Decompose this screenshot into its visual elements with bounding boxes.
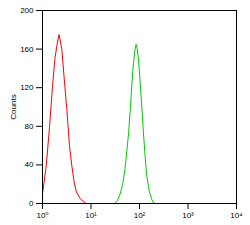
svg-text:160: 160: [20, 45, 34, 54]
svg-text:120: 120: [20, 83, 34, 92]
svg-text:200: 200: [20, 6, 34, 15]
svg-text:80: 80: [25, 122, 34, 131]
svg-text:Counts: Counts: [9, 94, 18, 119]
svg-text:10³: 10³: [182, 211, 194, 220]
svg-text:10¹: 10¹: [85, 211, 97, 220]
svg-text:10⁰: 10⁰: [36, 211, 48, 220]
svg-text:10⁴: 10⁴: [230, 211, 243, 220]
svg-text:0: 0: [29, 199, 34, 208]
svg-text:10²: 10²: [134, 211, 146, 220]
svg-text:40: 40: [25, 160, 34, 169]
